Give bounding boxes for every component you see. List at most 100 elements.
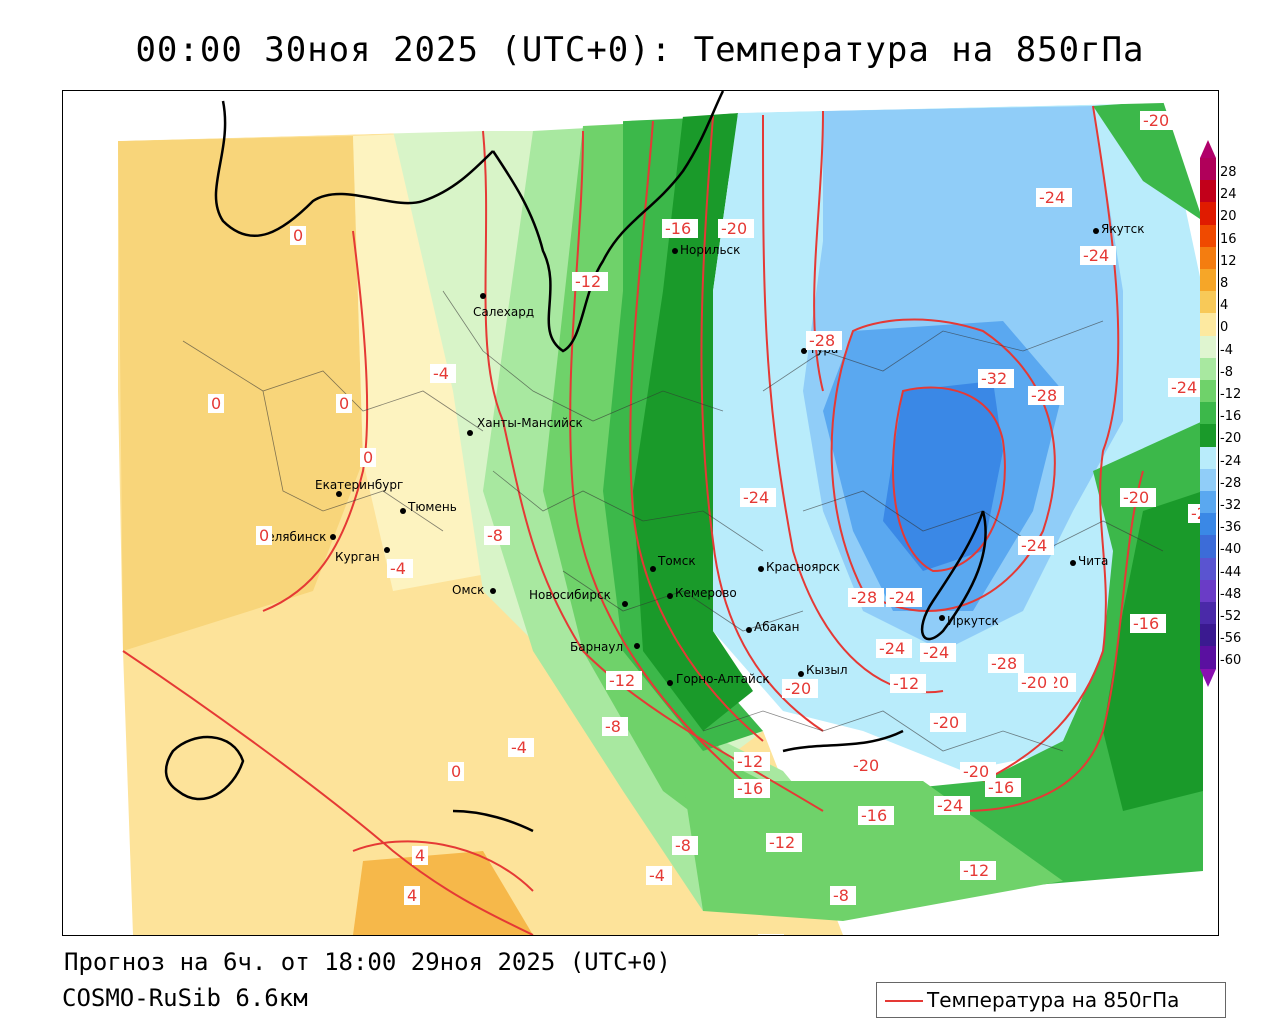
isotherm-label-bg [508, 738, 534, 757]
isotherm-label-bg [830, 886, 856, 905]
isotherm-label-bg [978, 369, 1014, 388]
isotherm-label: -12 [609, 671, 635, 690]
isotherm-label-bg [740, 488, 776, 507]
scale-segment [1200, 535, 1216, 559]
svg-text:Ханты-Мансийск: Ханты-Мансийск [477, 416, 583, 430]
scale-segment [1200, 602, 1216, 625]
city-kyzyl: Кызыл [798, 663, 848, 677]
svg-text:Красноярск: Красноярск [766, 560, 840, 574]
city-tomsk: Томск [650, 554, 696, 572]
model-info: COSMO-RuSib 6.6км [62, 984, 308, 1012]
isotherm-label-bg [360, 448, 376, 467]
isotherm-label: -20 [853, 756, 879, 775]
isotherm-label: -4 [649, 866, 665, 885]
isotherm-label-bg [387, 559, 413, 578]
scale-label: 28 [1220, 165, 1237, 180]
svg-text:Горно-Алтайск: Горно-Алтайск [676, 672, 770, 686]
isotherm-label: -28 [991, 654, 1017, 673]
isotherm-label: -28 [851, 588, 877, 607]
isotherm-label-bg [876, 639, 912, 658]
isotherm-label-bg [920, 643, 956, 662]
isotherm-label-bg [1018, 673, 1054, 692]
cold-zone-4 [883, 381, 1003, 571]
city-omsk: Омск [452, 583, 496, 597]
svg-text:Норильск: Норильск [680, 243, 740, 257]
scale-label: 20 [1220, 209, 1237, 225]
isotherm-label: -12 [737, 752, 763, 771]
isotherm-label-bg [646, 866, 672, 885]
svg-text:Салехард: Салехард [473, 305, 534, 319]
scale-segment [1200, 202, 1216, 226]
isotherm-label-bg [672, 836, 698, 855]
isotherm-label-bg [336, 394, 352, 413]
isotherm-label: -16 [1133, 614, 1159, 633]
city-chelyabinsk: Челябинск [259, 530, 336, 544]
legend-line-swatch [885, 1000, 923, 1002]
scale-label: -28 [1220, 475, 1242, 491]
isotherm-label-bg [448, 762, 464, 781]
scale-segment [1200, 224, 1216, 248]
scale-label: 8 [1220, 276, 1229, 291]
scale-label: 16 [1220, 231, 1237, 247]
isotherm-label: -4 [433, 364, 449, 383]
isotherm-label: 0 [293, 226, 303, 245]
isotherm-label-bg [1028, 386, 1064, 405]
isotherm-lines [122, 105, 1144, 935]
city-kemerovo: Кемерово [667, 586, 737, 600]
svg-text:Тюмень: Тюмень [407, 500, 457, 514]
isotherm-label: 4 [415, 846, 425, 865]
isotherm-label-bg [886, 588, 922, 607]
scale-segment [1200, 291, 1216, 314]
isotherm-label-bg [734, 779, 770, 798]
scale-segment [1200, 491, 1216, 514]
city-barnaul: Барнаул [570, 640, 640, 654]
isotherm-label: -12 [963, 861, 989, 880]
isotherm-label: -20 [721, 219, 747, 238]
scale-label: -12 [1220, 387, 1242, 402]
isotherm-label-bg [606, 671, 642, 690]
scale-label: -4 [1220, 342, 1233, 358]
isotherm-label: -24 [743, 488, 769, 507]
isotherm-label: -20 [963, 762, 989, 781]
map-title: 00:00 30ноя 2025 (UTC+0): Температура на… [135, 30, 1145, 70]
isotherm-label: 0 [259, 526, 269, 545]
scale-label: -40 [1220, 542, 1242, 558]
city-krasnoyarsk: Красноярск [758, 560, 840, 574]
isotherm-label-bg [782, 679, 818, 698]
isotherm-label-bg [934, 796, 970, 815]
scale-segment [1200, 646, 1216, 670]
isotherm-label: -4 [390, 559, 406, 578]
isotherm-label: -20 [1123, 488, 1149, 507]
isotherm-label: -24 [1083, 246, 1109, 265]
city-chita: Чита [1070, 554, 1108, 568]
legend: Температура на 850гПа [876, 982, 1226, 1018]
scale-segment [1200, 313, 1216, 337]
isotherm-label: -20 [933, 713, 959, 732]
isotherm-label-bg [930, 713, 966, 732]
scale-segment [1200, 180, 1216, 203]
scale-segment [1200, 357, 1216, 381]
scale-label: -48 [1220, 586, 1242, 602]
city-irkutsk: Иркутск [939, 614, 999, 628]
scale-segment [1200, 269, 1216, 292]
scale-segment [1200, 380, 1216, 403]
scale-label: 0 [1220, 320, 1229, 336]
scale-segment [1200, 513, 1216, 536]
svg-text:Томск: Томск [657, 554, 696, 568]
isotherm-label: -20 [1143, 111, 1169, 130]
warm-zone-2 [118, 136, 363, 651]
scale-bottom-arrow [1200, 668, 1216, 687]
temperature-map: Салехард Норильск Якутск Тура Ханты-Манс… [62, 90, 1219, 936]
isotherm-label-bg [734, 752, 770, 771]
green-zone-4 [633, 113, 753, 731]
svg-text:Омск: Омск [452, 583, 484, 597]
coastlines [164, 91, 987, 833]
isotherm-label-bg [662, 219, 698, 238]
isotherm-label: 0 [451, 762, 461, 781]
scale-segment [1200, 246, 1216, 270]
isotherm-label-bg [960, 861, 996, 880]
isotherm-label: -8 [487, 526, 503, 545]
city-novosibirsk: Новосибирск [529, 588, 628, 607]
isotherm-label-bg [412, 846, 428, 865]
isotherm-label: -12 [893, 674, 919, 693]
